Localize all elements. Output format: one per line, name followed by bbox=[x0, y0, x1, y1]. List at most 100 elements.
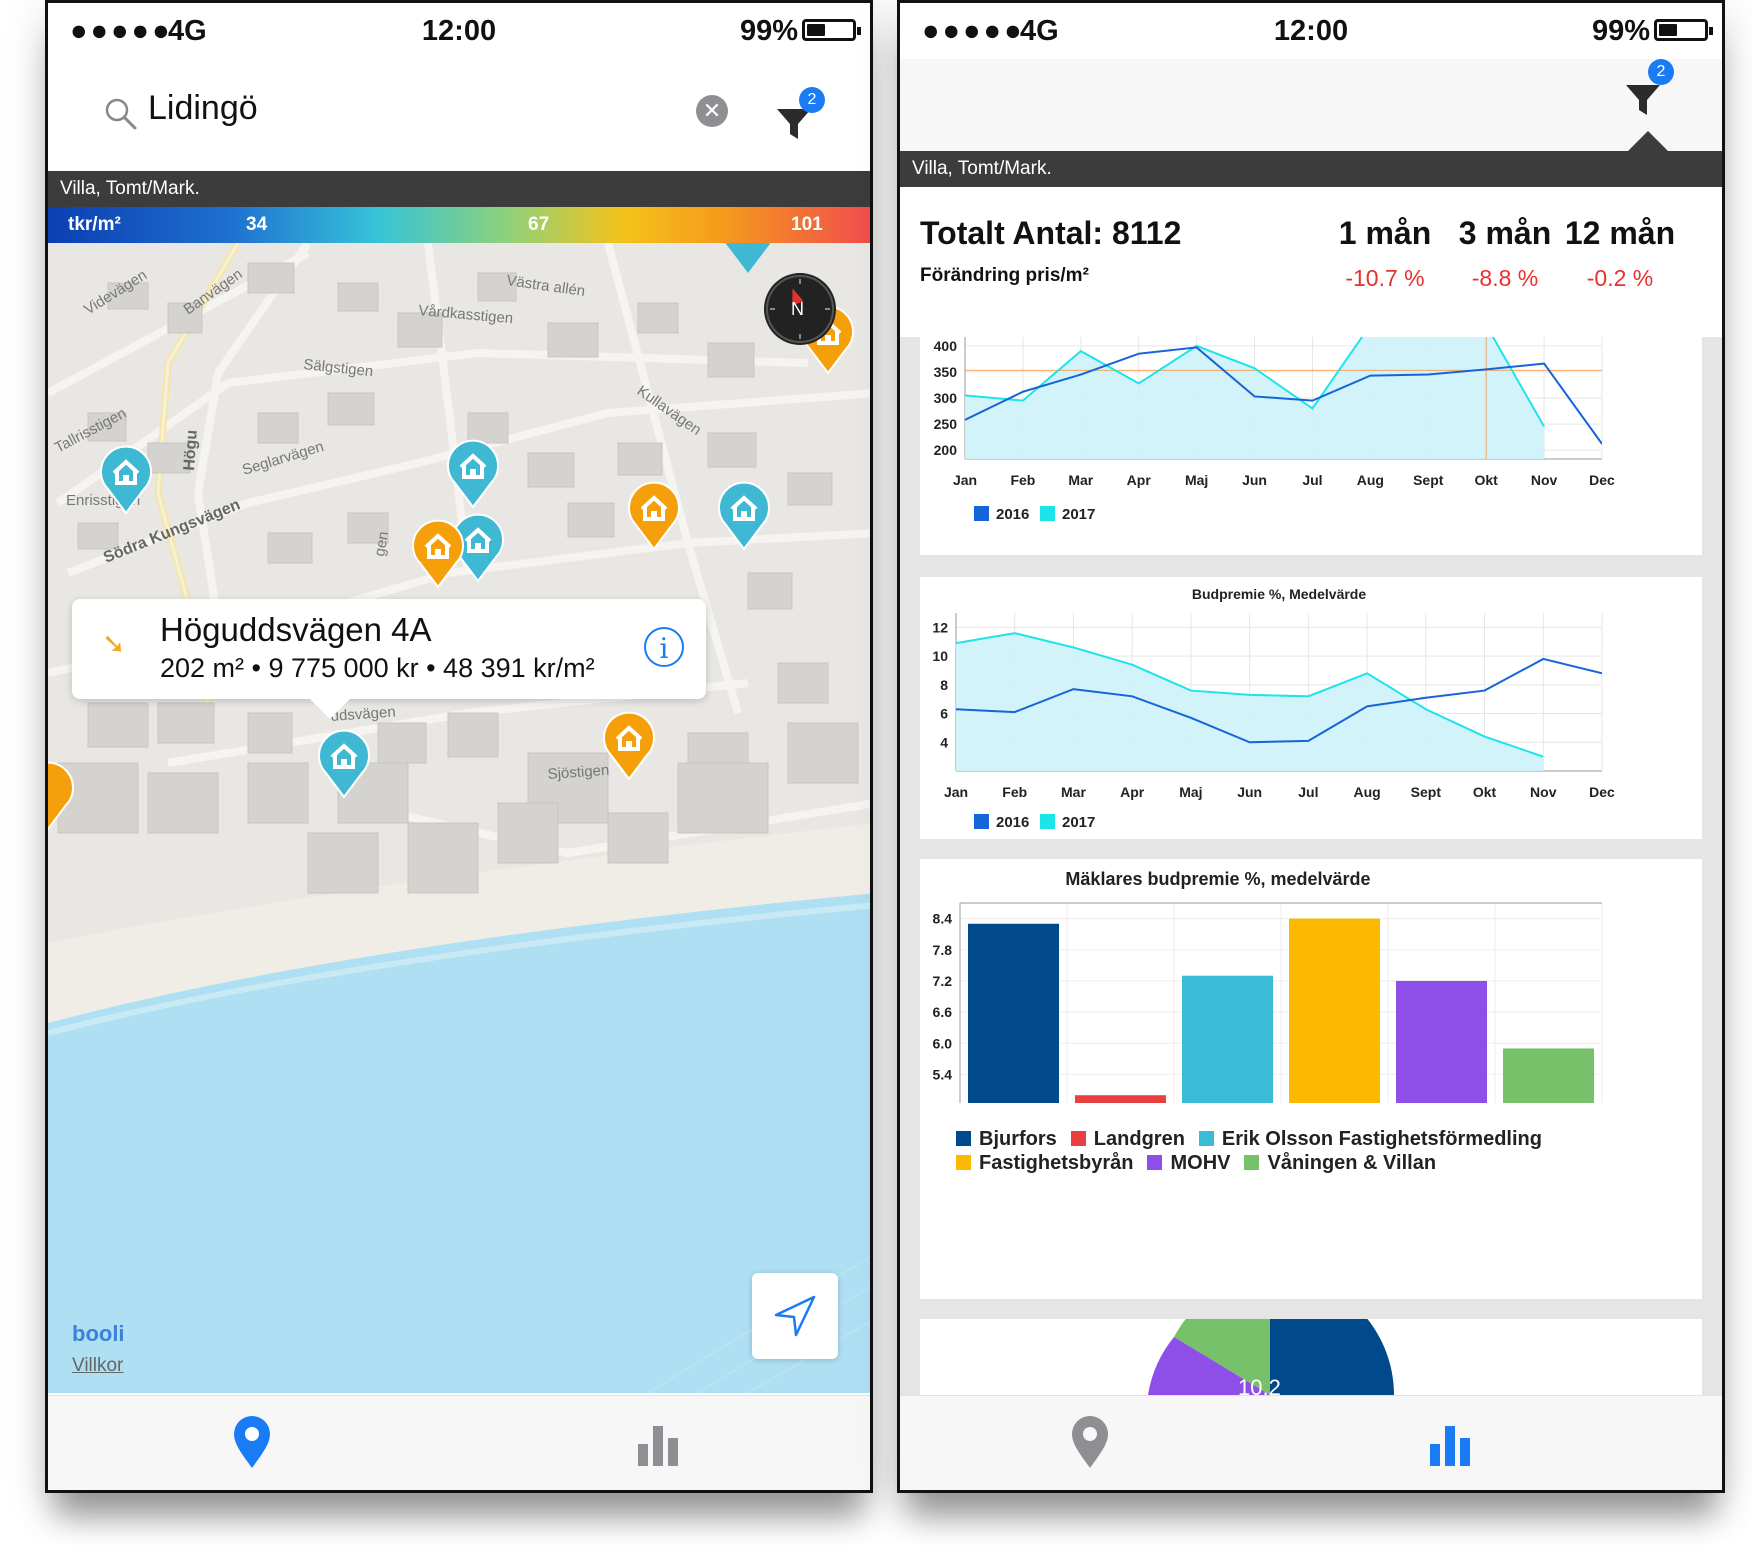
tab-map-icon[interactable] bbox=[1060, 1412, 1120, 1472]
house-pin[interactable] bbox=[601, 709, 657, 781]
y-tick-label: 7.8 bbox=[933, 942, 953, 958]
statistics-screen: ●●●●● 4G 12:00 99% 2 Villa, Tomt/Mark. T… bbox=[897, 0, 1725, 1493]
battery-icon bbox=[802, 19, 861, 41]
price-legend: tkr/m² 34 67 101 bbox=[48, 207, 870, 243]
bid-premium-line-chart: Budpremie %, Medelvärde 12 10 8 6 4 Jan Feb Mar A… bbox=[932, 586, 1615, 831]
house-pin[interactable] bbox=[720, 243, 776, 315]
legend-label: 2017 bbox=[1062, 814, 1095, 831]
street-label: Högu bbox=[181, 429, 201, 471]
signal-dots: ●●●●● bbox=[922, 15, 1025, 47]
legend-label: Fastighetsbyrån bbox=[979, 1152, 1134, 1174]
bar bbox=[1289, 918, 1380, 1103]
x-tick-label: Feb bbox=[1010, 472, 1035, 488]
series-line-2016 bbox=[956, 657, 1602, 744]
tab-statistics-icon[interactable] bbox=[628, 1412, 688, 1472]
filter-pointer-icon bbox=[1628, 131, 1668, 151]
terms-link[interactable]: Villkor bbox=[72, 1355, 124, 1376]
legend-swatch bbox=[1198, 1131, 1214, 1146]
house-pin[interactable] bbox=[716, 479, 772, 551]
period-change: -0.2 % bbox=[1586, 265, 1654, 291]
pie-chart: 10.2 bbox=[1148, 1272, 1394, 1395]
y-tick-label: 10 bbox=[932, 648, 948, 664]
x-tick-label: Maj bbox=[1179, 784, 1202, 800]
bar bbox=[1503, 1048, 1594, 1103]
chart-title: Mäklares budpremie %, medelvärde bbox=[1065, 869, 1370, 889]
legend-item: Bjurfors bbox=[956, 1127, 1057, 1151]
house-pin[interactable] bbox=[626, 479, 682, 551]
series-group bbox=[965, 337, 1602, 459]
y-tick-label: 250 bbox=[934, 416, 958, 432]
x-tick-label: Apr bbox=[1120, 784, 1145, 800]
legend-item: Landgren bbox=[1070, 1127, 1185, 1151]
legend-item: MOHV bbox=[1147, 1151, 1230, 1175]
filter-button[interactable]: 2 bbox=[1624, 59, 1674, 117]
period-label: 1 mån bbox=[1338, 215, 1432, 251]
series-group bbox=[956, 632, 1602, 771]
x-tick-label: Nov bbox=[1531, 472, 1558, 488]
bar-chart-legend: Bjurfors Landgren Erik Olsson Fastighetsfö… bbox=[956, 1127, 1676, 1175]
search-icon bbox=[105, 98, 137, 130]
bar bbox=[1396, 980, 1487, 1103]
legend-label: MOHV bbox=[1170, 1152, 1231, 1174]
battery-percent: 99% bbox=[1591, 15, 1650, 47]
clock: 12:00 bbox=[1273, 15, 1349, 47]
compass-button[interactable]: N bbox=[764, 273, 836, 345]
booli-logo: booli bbox=[72, 1321, 125, 1346]
category-label: Villa, Tomt/Mark. bbox=[900, 151, 1722, 187]
filter-count-badge: 2 bbox=[799, 87, 825, 113]
search-input[interactable]: Lidingö bbox=[148, 89, 258, 127]
clear-search-button[interactable]: ✕ bbox=[696, 95, 728, 127]
x-tick-label: Feb bbox=[1002, 784, 1027, 800]
house-pin[interactable] bbox=[410, 517, 466, 589]
bar bbox=[1075, 1095, 1166, 1103]
pie-slice bbox=[1270, 1272, 1394, 1395]
listing-callout[interactable]: ➘ Höguddsvägen 4A 202 m² • 9 775 000 kr … bbox=[72, 599, 706, 719]
change-label: Förändring pris/m² bbox=[920, 265, 1089, 286]
house-pin[interactable] bbox=[98, 443, 154, 515]
x-tick-label: Jul bbox=[1302, 472, 1322, 488]
street-label: Västra allén bbox=[505, 272, 586, 300]
house-pin[interactable] bbox=[48, 759, 76, 831]
compass-icon bbox=[766, 275, 834, 343]
y-tick-label: 8.4 bbox=[933, 911, 953, 927]
pie-slice bbox=[1148, 1337, 1270, 1395]
price-chart-card: 400 350 300 250 200 Jan Feb Mar Apr Maj Jun Jul Aug S… bbox=[920, 337, 1702, 555]
status-bar: ●●●●● 4G 12:00 99% bbox=[48, 3, 870, 59]
charts-scroll-area[interactable]: 400 350 300 250 200 Jan Feb Mar Apr Maj Jun Jul Aug S… bbox=[900, 337, 1722, 1395]
category-label: Villa, Tomt/Mark. bbox=[48, 171, 870, 207]
listing-details: 202 m² • 9 775 000 kr • 48 391 kr/m² bbox=[160, 653, 595, 683]
period-change: -10.7 % bbox=[1345, 265, 1425, 291]
signal-dots: ●●●●● bbox=[70, 15, 173, 47]
series-line-2017 bbox=[956, 632, 1544, 758]
y-tick-label: 350 bbox=[934, 364, 958, 380]
x-tick-label: Apr bbox=[1127, 472, 1152, 488]
legend-item: Erik Olsson Fastighetsförmedling bbox=[1198, 1127, 1542, 1151]
x-tick-label: Aug bbox=[1353, 784, 1380, 800]
tab-statistics-icon[interactable] bbox=[1420, 1412, 1480, 1472]
house-pin[interactable] bbox=[445, 437, 501, 509]
header: 2 bbox=[900, 59, 1722, 151]
price-line-chart: 400 350 300 250 200 Jan Feb Mar Apr Maj Jun Jul Aug S… bbox=[934, 337, 1615, 523]
pie-slice-label: 10.2 bbox=[1238, 1375, 1281, 1395]
legend-swatch bbox=[974, 506, 989, 521]
tab-map-icon[interactable] bbox=[222, 1412, 282, 1472]
x-tick-label: Jun bbox=[1237, 784, 1262, 800]
filter-icon bbox=[1626, 85, 1660, 115]
x-tick-label: Sept bbox=[1411, 784, 1442, 800]
price-change-summary: Totalt Antal: 8112 Förändring pris/m² 1 … bbox=[900, 187, 1722, 337]
compass-north-label: N bbox=[791, 299, 804, 319]
selected-house-pin[interactable] bbox=[316, 727, 372, 799]
y-tick-label: 5.4 bbox=[933, 1066, 953, 1082]
info-button[interactable]: i bbox=[644, 627, 684, 667]
map-view[interactable]: Videvägen Banvägen Västra allén Vårdkass… bbox=[48, 243, 870, 1393]
legend-swatch bbox=[974, 814, 989, 829]
filter-button[interactable]: 2 bbox=[775, 87, 825, 145]
x-tick-label: Jan bbox=[953, 472, 977, 488]
legend-item: Våningen & Villan bbox=[1244, 1151, 1436, 1175]
series-line-2016 bbox=[965, 346, 1602, 445]
locate-me-button[interactable] bbox=[752, 1273, 838, 1359]
battery-percent: 99% bbox=[739, 15, 798, 47]
clock: 12:00 bbox=[421, 15, 497, 47]
x-tick-label: Mar bbox=[1068, 472, 1093, 488]
y-tick-label: 6.0 bbox=[933, 1035, 953, 1051]
